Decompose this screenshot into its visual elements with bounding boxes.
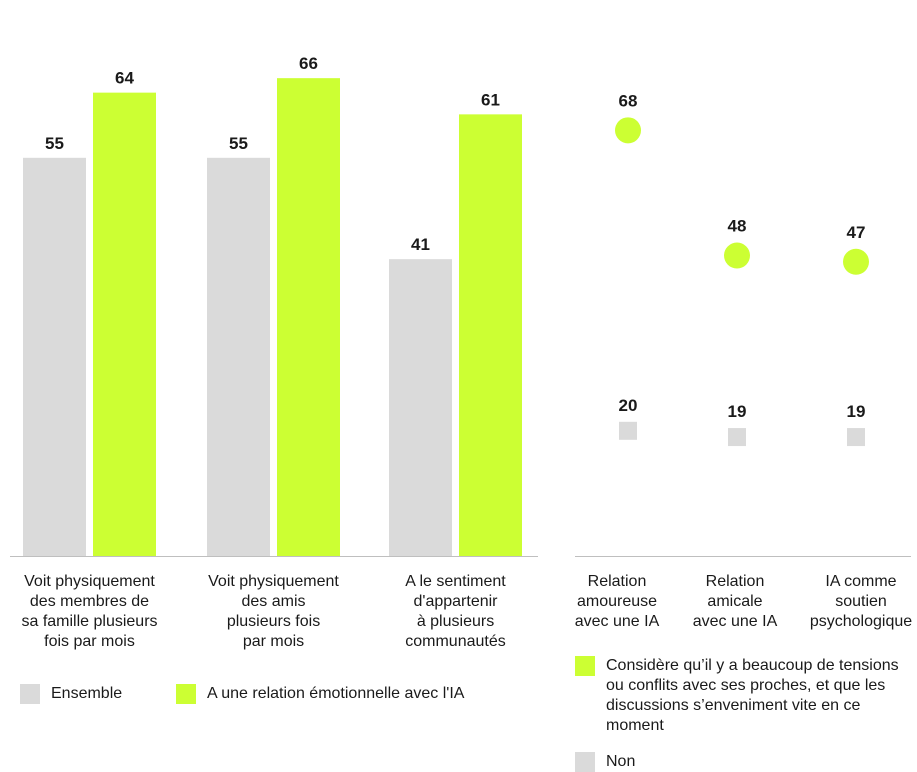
dot-category-label: IA comme soutien psychologique [810,573,912,630]
dot-tensions-1 [724,242,750,269]
legend-swatch-green [575,656,595,676]
bar-chart: 55 64 Voit physiquement des membres de sa fa… [10,54,538,650]
dot-non-2 [847,428,865,447]
bar-legend-item-ensemble: Ensemble [20,684,122,704]
legend-label: Ensemble [51,685,123,702]
bar-value-label: 55 [229,134,248,153]
dot-value-label: 47 [847,223,866,242]
bar-value-label: 64 [115,69,134,88]
bar-ensemble-2 [389,259,452,556]
bar-legend-item-relation-ia: A une relation émotionnelle avec l'IA [176,684,464,704]
legend-label: Considère qu’il y a beaucoup de tensions… [606,657,899,734]
bar-relation-ia-2 [459,114,522,557]
dot-value-label: 68 [619,91,638,110]
dot-category-label: Relation amicale avec une IA [693,573,778,630]
bar-value-label: 41 [411,235,430,254]
bar-value-label: 61 [481,90,500,109]
legend-swatch-green [176,684,196,704]
dot-value-label: 20 [619,396,638,415]
dot-value-label: 19 [847,402,866,421]
bar-ensemble-1 [207,157,270,557]
bar-category-label: Voit physiquement des amis plusieurs fois p… [208,573,339,650]
dot-category-label: Relation amoureuse avec une IA [575,573,660,630]
legend-swatch-grey [575,752,595,772]
dot-non-0 [619,421,637,440]
dot-non-1 [728,428,746,447]
bar-relation-ia-0 [93,92,156,556]
bar-category-label: A le sentiment d'appartenir à plusieurs com… [405,573,506,650]
dot-value-label: 48 [728,217,747,236]
legend-label: A une relation émotionnelle avec l'IA [207,685,465,702]
bar-relation-ia-1 [277,78,340,556]
dot-chart: 68 20 Relation amoureuse avec une IA 48 19 Rela… [575,91,913,630]
legend-label: Non [606,753,636,770]
legend-swatch-grey [20,684,40,704]
dot-legend-item-tensions: Considère qu’il y a beaucoup de tensions… [575,656,910,736]
bar-value-label: 66 [299,54,318,73]
dot-tensions-2 [843,248,869,275]
bar-ensemble-0 [23,157,86,557]
dot-legend-item-non: Non [575,752,635,772]
bar-category-label: Voit physiquement des membres de sa famill… [21,573,157,650]
bar-value-label: 55 [45,134,64,153]
dot-tensions-0 [615,117,641,144]
dot-value-label: 19 [728,402,747,421]
